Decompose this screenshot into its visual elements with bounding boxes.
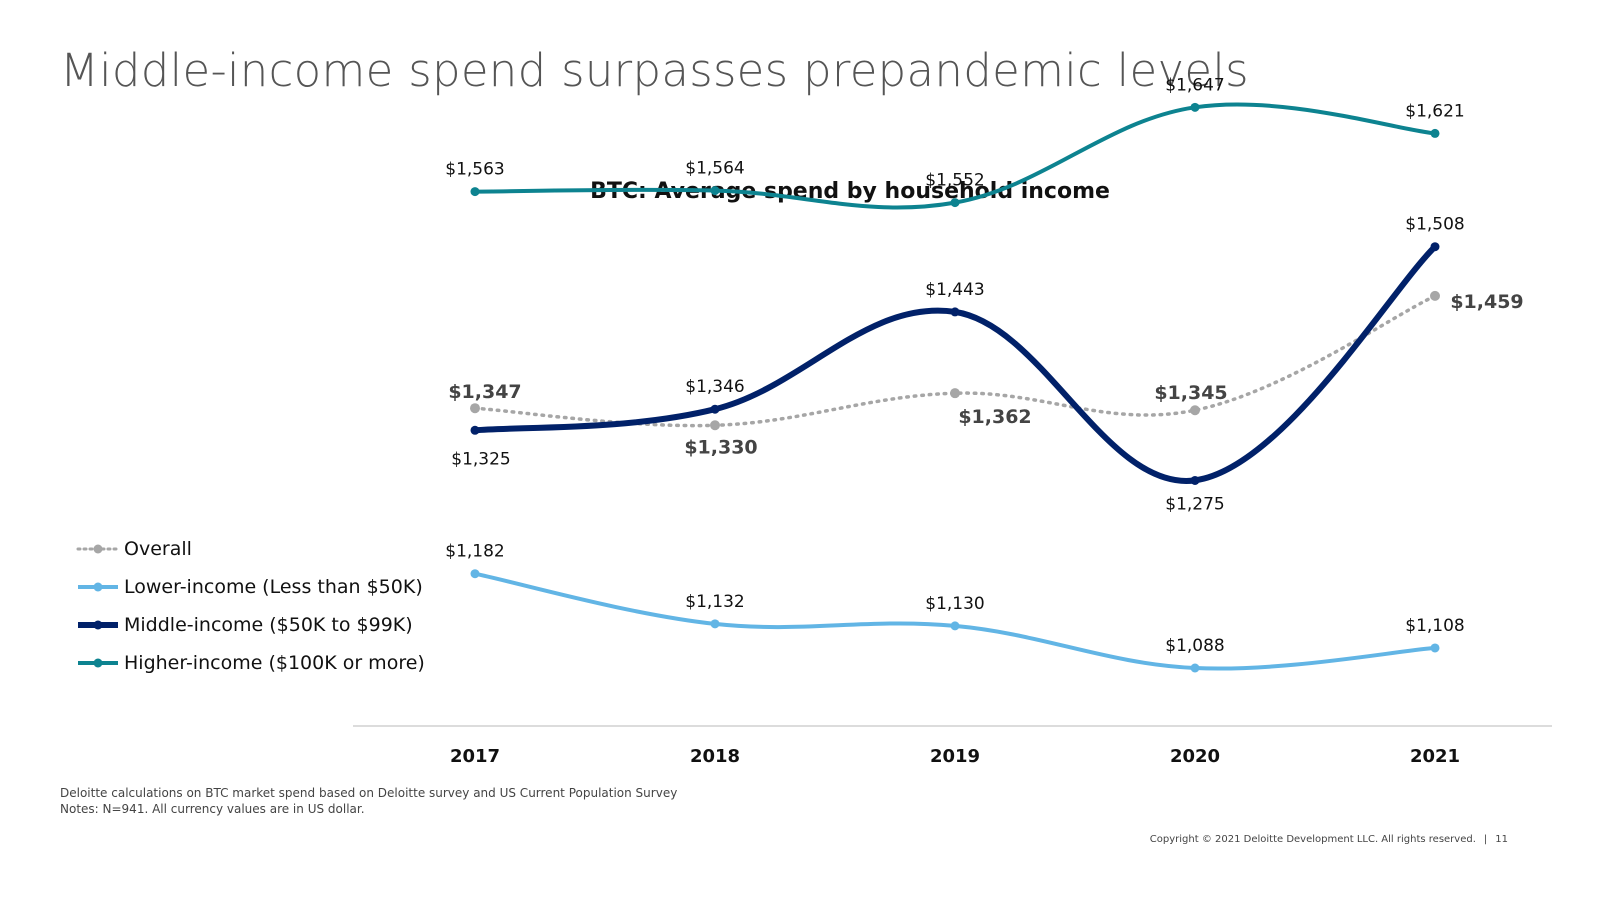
data-label-lower-2019: $1,130	[925, 594, 984, 614]
data-point-lower-2021	[1430, 643, 1440, 653]
series-line-lower	[473, 571, 1437, 671]
data-label-lower-2018: $1,132	[685, 592, 744, 612]
copyright-text: Copyright © 2021 Deloitte Development LL…	[1149, 834, 1476, 845]
data-label-middle-2020: $1,275	[1165, 494, 1224, 514]
data-point-lower-2017	[470, 569, 480, 579]
legend-label-middle-income: Middle-income ($50K to $99K)	[124, 614, 413, 636]
data-label-middle-2021: $1,508	[1405, 215, 1464, 235]
data-label-higher-2017: $1,563	[445, 160, 504, 180]
data-point-middle-2020	[1190, 475, 1200, 485]
x-tick-label-2021: 2021	[1410, 746, 1460, 767]
data-label-higher-2021: $1,621	[1405, 101, 1464, 121]
legend-label-overall: Overall	[124, 538, 192, 560]
data-point-higher-2018	[710, 186, 720, 196]
data-label-overall-2017: $1,347	[448, 381, 521, 403]
data-point-overall-2020	[1190, 405, 1200, 416]
data-point-overall-2019	[950, 388, 960, 399]
data-label-middle-2018: $1,346	[685, 377, 744, 397]
footnote: Deloitte calculations on BTC market spen…	[60, 785, 677, 817]
legend-swatch-higher-income	[78, 658, 118, 668]
page-title: Middle-income spend surpasses prepandemi…	[60, 44, 1249, 97]
data-point-lower-2019	[950, 621, 960, 631]
data-label-overall-2021: $1,459	[1450, 291, 1523, 313]
legend-swatch-middle-income	[78, 620, 118, 630]
data-point-higher-2019	[950, 198, 960, 208]
legend-item-lower-income: Lower-income (Less than $50K)	[76, 568, 425, 606]
data-point-middle-2019	[950, 307, 960, 317]
data-point-middle-2021	[1430, 242, 1440, 252]
data-point-lower-2018	[710, 619, 720, 629]
data-label-lower-2017: $1,182	[445, 542, 504, 562]
data-label-middle-2017: $1,325	[451, 449, 510, 469]
data-label-overall-2020: $1,345	[1154, 382, 1227, 404]
data-label-overall-2019: $1,362	[958, 406, 1031, 428]
data-point-higher-2021	[1430, 128, 1440, 138]
data-label-lower-2021: $1,108	[1405, 616, 1464, 636]
data-label-middle-2019: $1,443	[925, 280, 984, 300]
copyright: Copyright © 2021 Deloitte Development LL…	[1150, 834, 1508, 845]
page-number: 11	[1495, 834, 1508, 845]
footnote-source: Deloitte calculations on BTC market spen…	[60, 786, 678, 800]
data-point-lower-2020	[1190, 663, 1200, 673]
legend-swatch-overall	[76, 544, 120, 554]
data-label-overall-2018: $1,330	[684, 436, 757, 458]
data-label-higher-2018: $1,564	[685, 159, 744, 179]
x-tick-label-2019: 2019	[930, 746, 980, 767]
legend-swatch-lower-income	[78, 582, 118, 592]
legend-item-overall: Overall	[76, 530, 425, 568]
x-tick-label-2017: 2017	[450, 746, 500, 767]
x-tick-label-2018: 2018	[690, 746, 740, 767]
footnote-notes: Notes: N=941. All currency values are in…	[60, 802, 365, 816]
data-point-overall-2017	[470, 403, 480, 414]
data-point-middle-2018	[710, 404, 720, 414]
data-point-overall-2018	[710, 420, 720, 431]
data-label-higher-2020: $1,647	[1165, 75, 1224, 95]
legend-item-higher-income: Higher-income ($100K or more)	[76, 644, 425, 682]
series-line-higher	[473, 102, 1437, 210]
series-line-middle	[472, 243, 1438, 484]
legend-item-middle-income: Middle-income ($50K to $99K)	[76, 606, 425, 644]
chart-legend: Overall Lower-income (Less than $50K) Mi…	[76, 530, 425, 682]
x-tick-label-2020: 2020	[1170, 746, 1220, 767]
data-point-middle-2017	[470, 425, 480, 435]
copyright-separator: |	[1483, 834, 1488, 845]
legend-label-higher-income: Higher-income ($100K or more)	[124, 652, 425, 674]
data-point-overall-2021	[1430, 290, 1440, 301]
legend-label-lower-income: Lower-income (Less than $50K)	[124, 576, 423, 598]
data-point-higher-2020	[1190, 102, 1200, 112]
data-point-higher-2017	[470, 187, 480, 197]
data-label-lower-2020: $1,088	[1165, 636, 1224, 656]
data-label-higher-2019: $1,552	[925, 171, 984, 191]
